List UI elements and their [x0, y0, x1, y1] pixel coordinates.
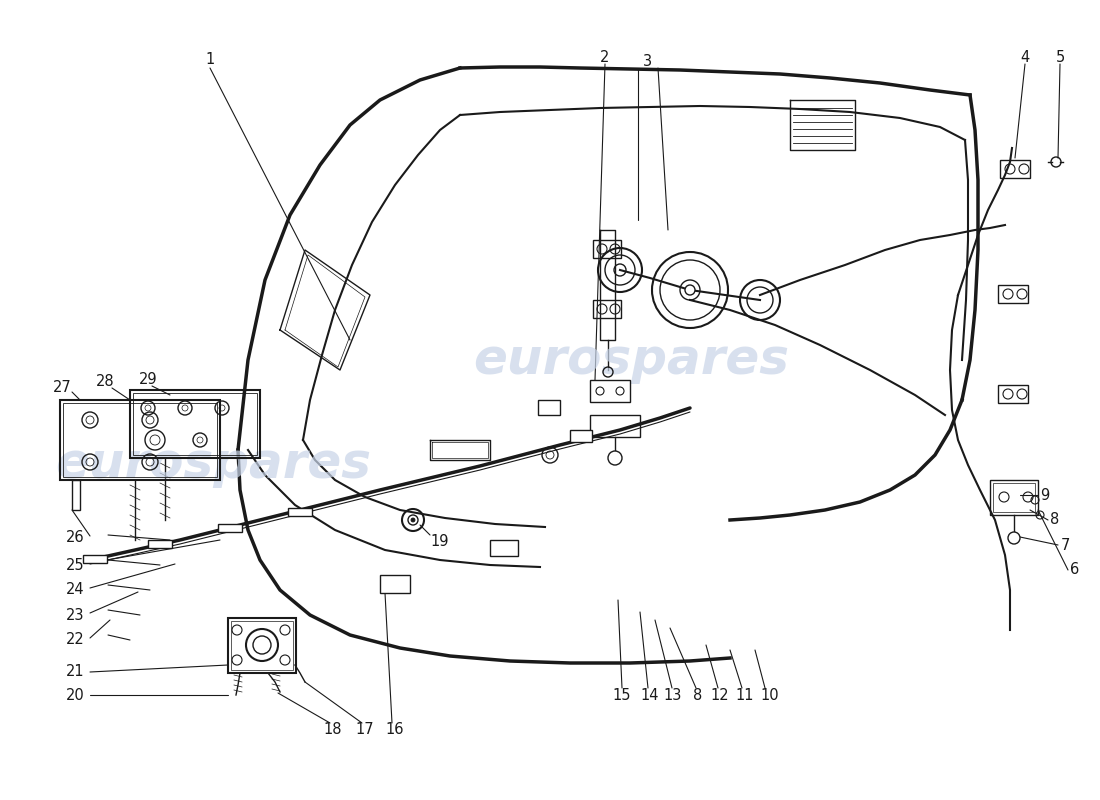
- Bar: [82, 555, 107, 563]
- Bar: [538, 400, 560, 415]
- Bar: [60, 400, 220, 480]
- Text: 2: 2: [601, 50, 609, 66]
- Text: 12: 12: [711, 687, 729, 702]
- Text: 24: 24: [66, 582, 85, 598]
- Bar: [133, 393, 257, 455]
- Text: 28: 28: [96, 374, 114, 390]
- Text: 7: 7: [1060, 538, 1069, 553]
- Text: 8: 8: [693, 687, 703, 702]
- Text: 4: 4: [1021, 50, 1030, 66]
- Circle shape: [1008, 532, 1020, 544]
- Text: 17: 17: [355, 722, 374, 738]
- Bar: [231, 621, 293, 670]
- Text: 6: 6: [1070, 562, 1079, 578]
- Text: 13: 13: [663, 687, 682, 702]
- Text: 18: 18: [323, 722, 342, 738]
- Text: 22: 22: [66, 633, 85, 647]
- Text: 8: 8: [1050, 513, 1059, 527]
- Text: 10: 10: [761, 687, 779, 702]
- Bar: [590, 415, 640, 437]
- Text: 5: 5: [1055, 50, 1065, 66]
- Bar: [72, 480, 80, 510]
- Text: eurospares: eurospares: [55, 440, 371, 488]
- Text: 26: 26: [66, 530, 85, 546]
- Text: 20: 20: [66, 687, 85, 702]
- Text: 29: 29: [139, 373, 157, 387]
- Bar: [998, 285, 1028, 303]
- Bar: [990, 480, 1038, 515]
- Bar: [288, 508, 312, 516]
- Text: 27: 27: [53, 381, 72, 395]
- Text: 21: 21: [66, 665, 85, 679]
- Bar: [228, 618, 296, 673]
- Text: 23: 23: [66, 607, 85, 622]
- Text: 9: 9: [1041, 487, 1049, 502]
- Circle shape: [608, 451, 622, 465]
- Bar: [148, 540, 172, 548]
- Bar: [63, 403, 217, 477]
- Circle shape: [685, 285, 695, 295]
- Bar: [590, 380, 630, 402]
- Text: 25: 25: [66, 558, 85, 573]
- Text: 16: 16: [386, 722, 405, 738]
- Text: 3: 3: [644, 54, 652, 70]
- Text: 14: 14: [640, 687, 659, 702]
- Bar: [593, 240, 622, 258]
- Bar: [998, 385, 1028, 403]
- Bar: [1000, 160, 1030, 178]
- Bar: [993, 483, 1035, 512]
- Bar: [593, 300, 622, 318]
- Bar: [218, 524, 242, 532]
- Text: 11: 11: [736, 687, 755, 702]
- Text: 19: 19: [431, 534, 449, 550]
- Circle shape: [411, 518, 415, 522]
- Bar: [570, 430, 592, 442]
- Text: 15: 15: [613, 687, 631, 702]
- Bar: [379, 575, 410, 593]
- Bar: [130, 390, 260, 458]
- Bar: [490, 540, 518, 556]
- Text: eurospares: eurospares: [473, 336, 789, 384]
- Text: 1: 1: [206, 53, 214, 67]
